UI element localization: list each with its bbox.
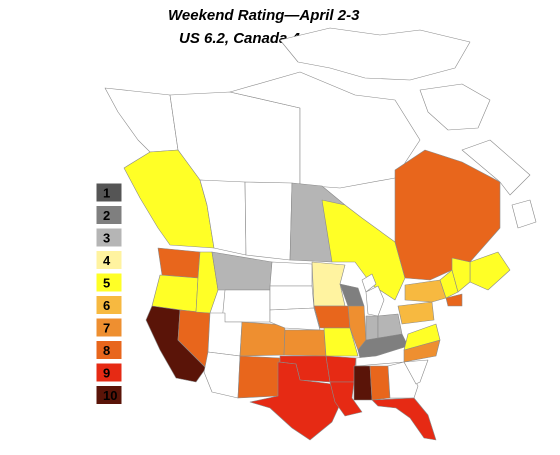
region-south-dakota	[269, 285, 315, 311]
region-arctic-islands	[279, 27, 471, 81]
region-massachusetts	[445, 293, 463, 307]
legend-swatch	[95, 272, 123, 293]
region-virginia	[403, 323, 441, 351]
legend-swatch	[95, 205, 123, 225]
map-subtitle: US 6.2, Canada 4.4	[179, 30, 313, 47]
region-atlantic	[469, 251, 511, 291]
region-great-lakes	[361, 273, 377, 293]
region-alabama	[369, 365, 391, 401]
legend-label: 9	[103, 366, 110, 381]
legend-swatch	[95, 295, 123, 315]
legend-label: 4	[103, 253, 111, 268]
legend-swatch	[95, 317, 123, 338]
region-kansas	[283, 329, 327, 357]
region-south-carolina	[403, 359, 429, 385]
legend-swatch	[95, 362, 123, 383]
legend-label: 7	[103, 321, 110, 336]
region-new-york	[404, 279, 447, 303]
region-maine	[451, 257, 471, 293]
legend-label: 6	[103, 298, 110, 313]
region-ontario	[321, 199, 406, 301]
region-arizona	[203, 351, 241, 399]
region-north-dakota	[269, 261, 313, 287]
legend-label: 10	[103, 388, 117, 403]
region-pennsylvania	[397, 301, 435, 325]
region-indiana	[365, 315, 379, 341]
region-florida	[371, 397, 437, 441]
legend: 1 2 3 4 5 6 7 8 9 10	[95, 182, 123, 405]
region-wyoming	[221, 289, 271, 323]
legend-swatch	[95, 182, 123, 203]
legend-label: 8	[103, 343, 110, 358]
region-texas	[249, 361, 343, 441]
legend-label: 3	[103, 231, 110, 246]
region-minnesota	[311, 261, 346, 307]
legend-swatch	[95, 227, 123, 248]
region-newfoundland	[461, 139, 531, 196]
region-saskatchewan	[244, 181, 293, 261]
region-mississippi	[353, 365, 373, 401]
region-iowa	[313, 305, 351, 329]
region-georgia	[387, 361, 419, 399]
map-title: Weekend Rating—April 2-3	[168, 7, 360, 24]
region-yukon	[104, 87, 179, 153]
legend-swatch	[95, 250, 123, 270]
region-arctic-islands-2	[419, 83, 491, 131]
region-quebec	[394, 149, 501, 281]
region-nunavut	[229, 71, 421, 189]
region-colorado	[239, 321, 286, 357]
region-new-mexico	[237, 355, 281, 399]
region-nebraska	[269, 307, 321, 331]
region-alberta	[199, 179, 247, 256]
region-missouri	[323, 327, 359, 357]
region-newfoundland-island	[511, 199, 537, 229]
legend-label: 5	[103, 276, 110, 291]
region-washington	[157, 247, 201, 279]
legend-label: 2	[103, 208, 110, 223]
legend-label: 1	[103, 186, 110, 201]
region-arkansas	[325, 355, 357, 383]
region-british-columbia	[123, 149, 215, 249]
legend-swatch	[95, 385, 123, 405]
region-oregon	[151, 274, 199, 313]
region-montana	[211, 251, 273, 291]
region-michigan	[365, 285, 385, 317]
legend-swatch	[95, 340, 123, 360]
